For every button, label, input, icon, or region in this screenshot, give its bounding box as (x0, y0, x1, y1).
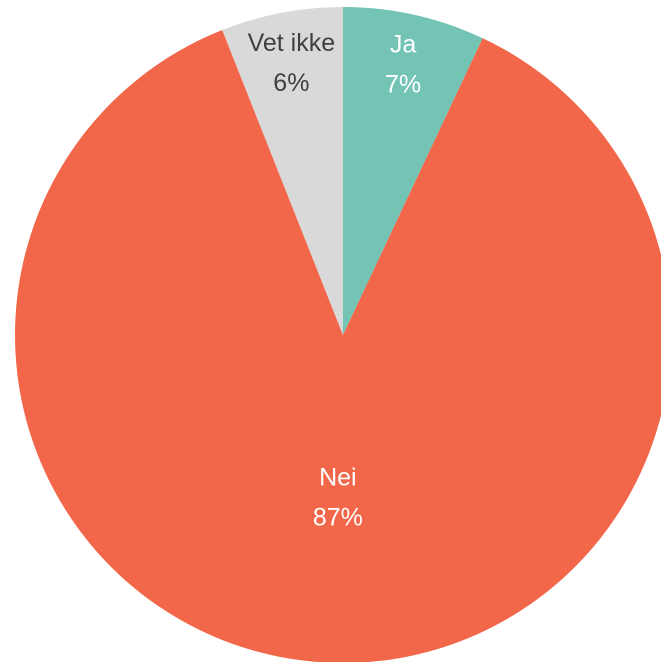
slice-value-label: 87% (313, 504, 363, 532)
pie-slice (343, 7, 483, 335)
slice-label: Ja (390, 31, 417, 59)
slice-value-label: 6% (273, 69, 309, 97)
slice-label: Vet ikke (248, 29, 336, 57)
pie-slice (222, 7, 343, 335)
slice-label: Nei (319, 464, 357, 492)
pie-slice (15, 30, 661, 662)
slice-value-label: 7% (385, 71, 421, 99)
